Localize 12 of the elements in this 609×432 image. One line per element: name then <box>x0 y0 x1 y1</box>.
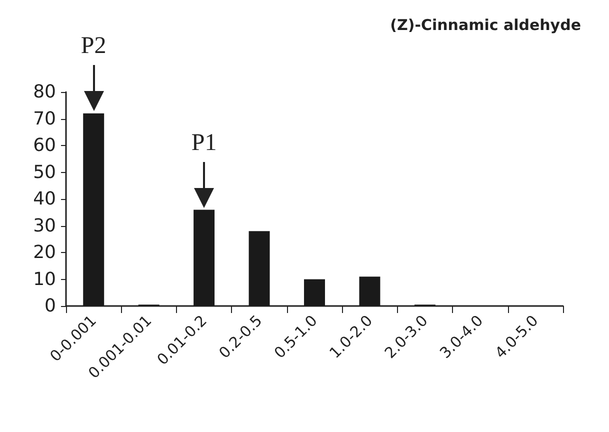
y-tick-label: 40 <box>33 188 56 210</box>
y-tick-label: 70 <box>33 108 56 130</box>
annotation: P2 <box>80 33 108 60</box>
y-tick-label: 50 <box>33 162 56 183</box>
y-tick-label: 0 <box>44 296 56 316</box>
annotation: P1 <box>190 130 218 157</box>
y-tick-label: 10 <box>33 268 56 290</box>
y-tick-label: 30 <box>33 215 56 236</box>
y-tick-label: 20 <box>33 242 56 263</box>
y-tick-label: 60 <box>33 135 56 156</box>
chart-title: (Z)-Cinnamic aldehyde <box>390 16 581 34</box>
y-tick-label: 80 <box>33 82 56 102</box>
